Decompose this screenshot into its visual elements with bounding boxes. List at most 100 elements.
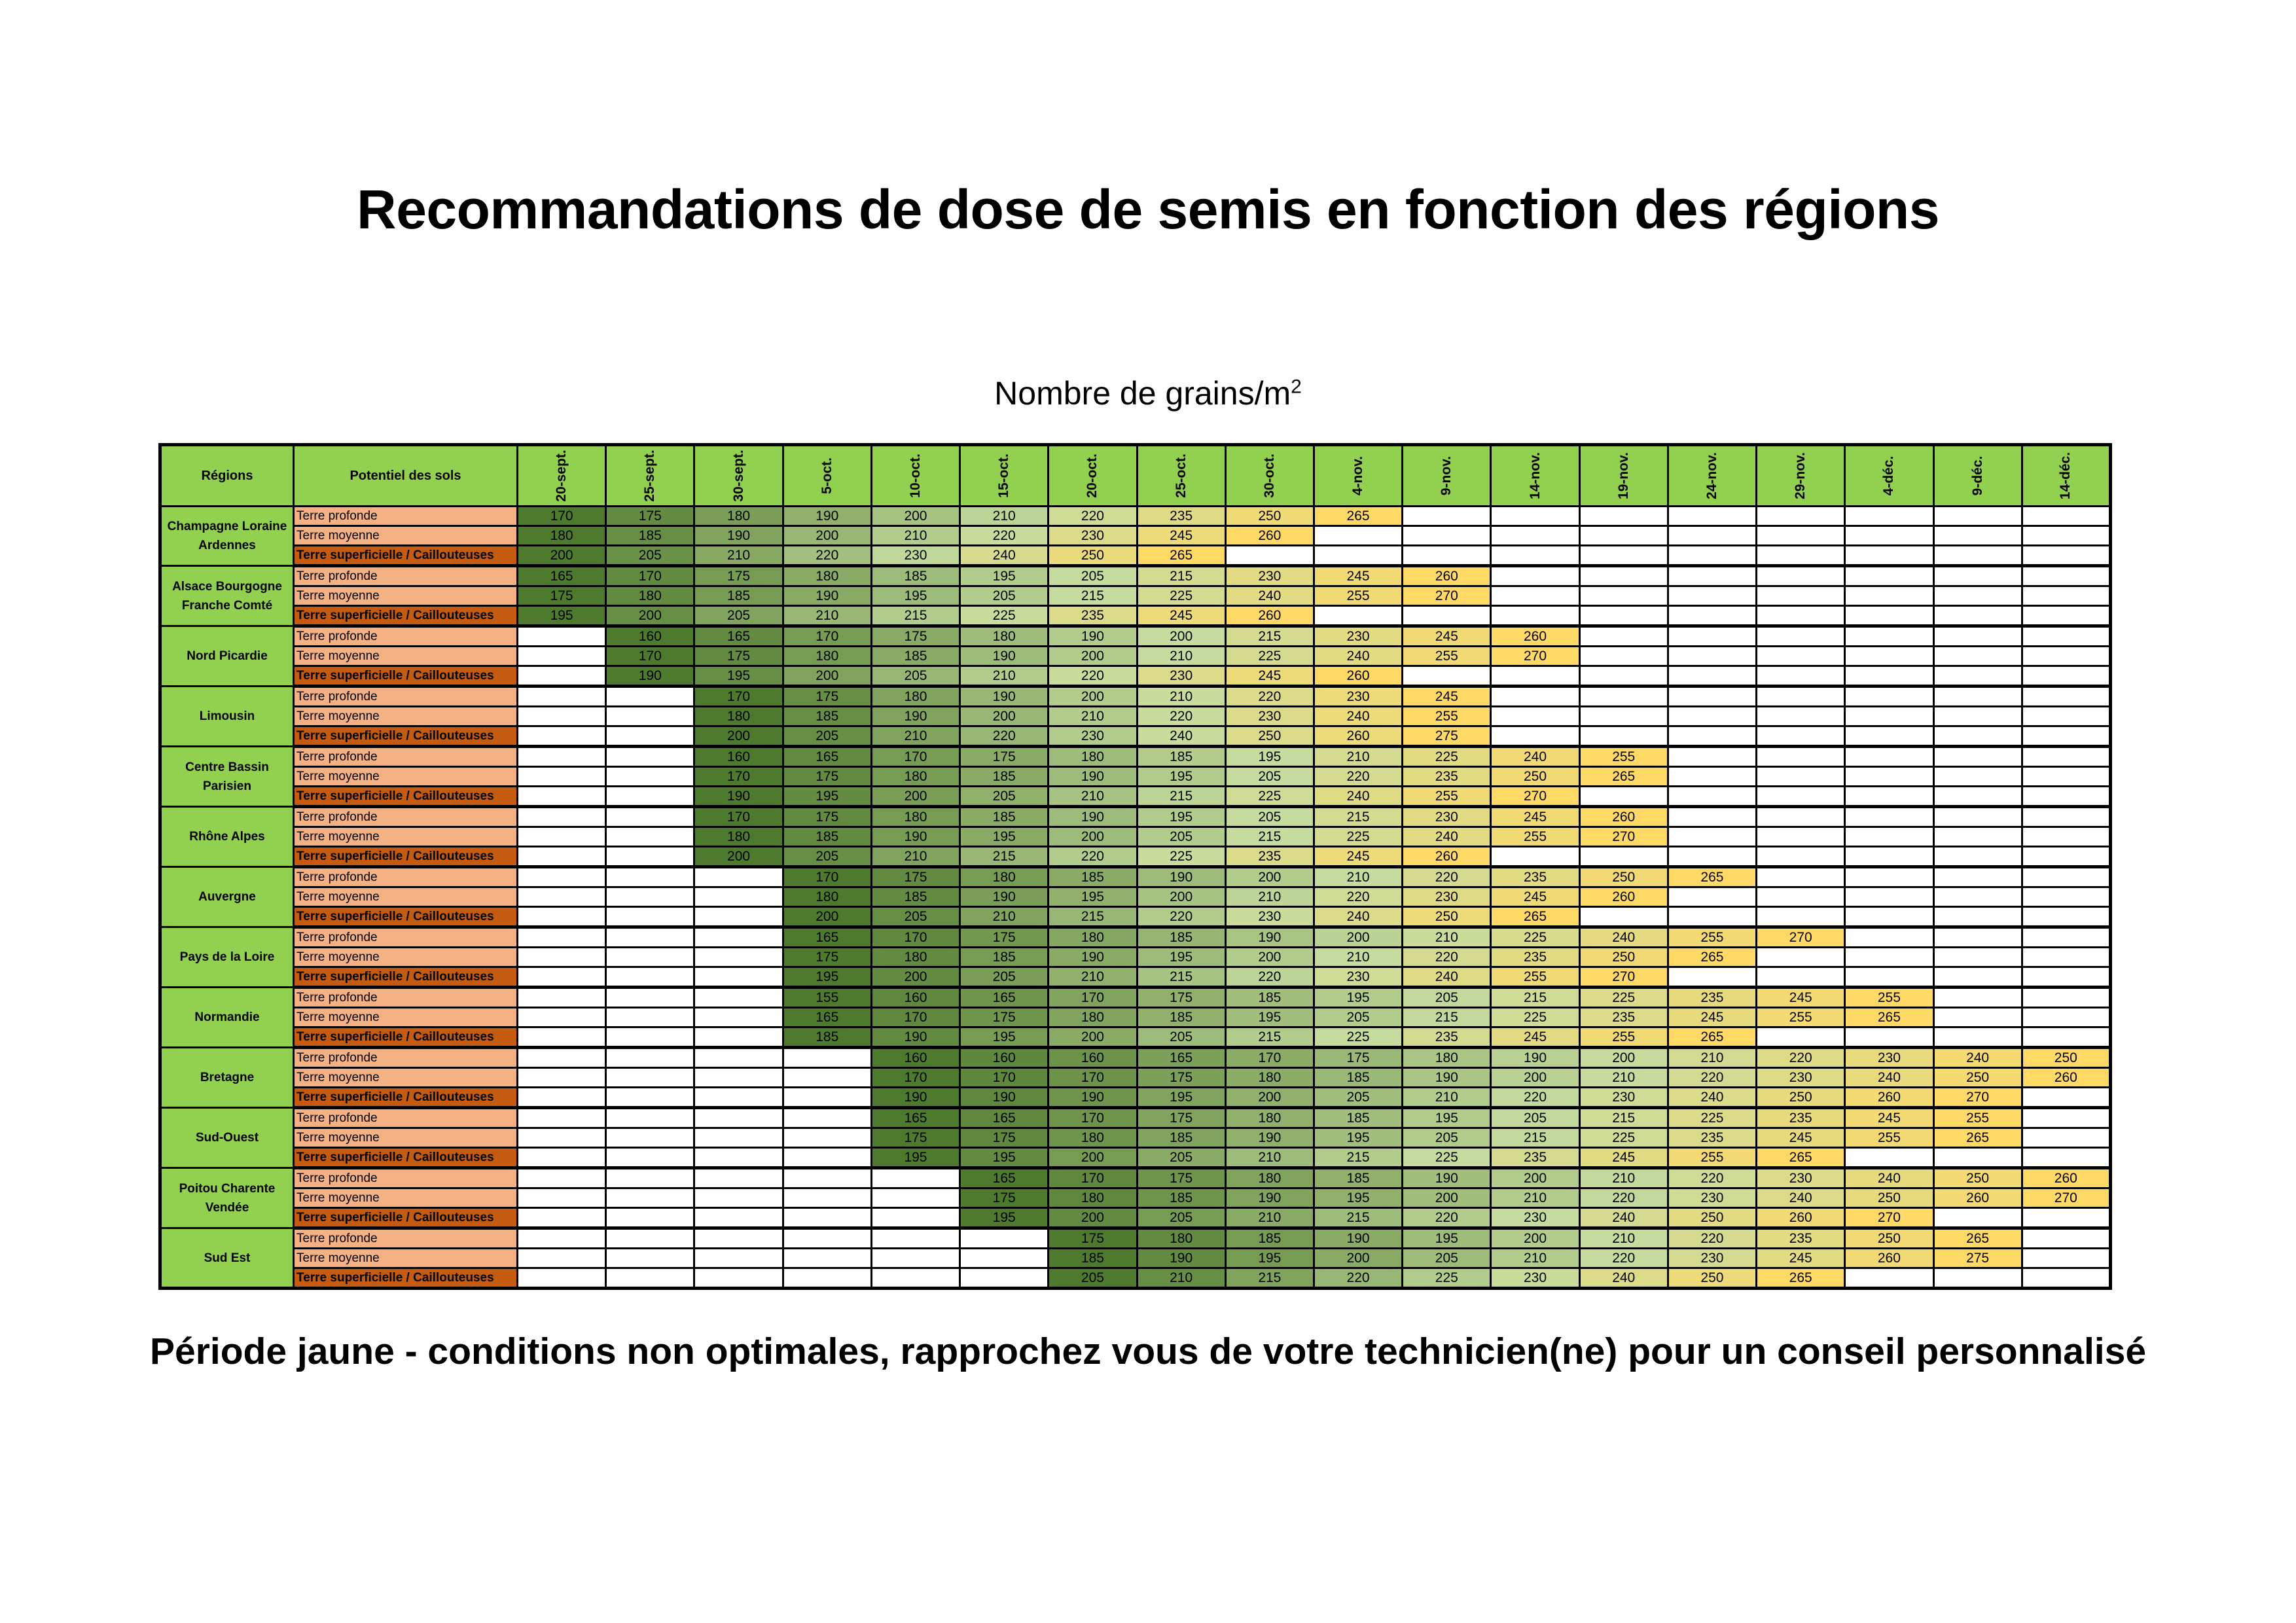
dose-cell [1666, 846, 1758, 868]
dose-cell: 165 [516, 565, 607, 587]
dose-cell [605, 966, 696, 989]
dose-cell [1844, 906, 1935, 929]
dose-cell [516, 1167, 607, 1189]
table-row: Terre moyenne 175 180 185 190 195 200 210 220 235… [160, 946, 2111, 968]
dose-cell [781, 1187, 872, 1209]
dose-cell: 200 [516, 544, 607, 567]
soil-type: Terre profonde [293, 866, 518, 888]
dose-cell: 240 [1578, 926, 1669, 948]
dose-cell [1755, 1026, 1846, 1049]
dose-cell: 190 [1047, 625, 1138, 647]
dose-cell: 210 [1136, 645, 1227, 667]
header-date: 5-oct. [781, 444, 872, 507]
soil-type: Terre superficielle / Caillouteuses [293, 785, 518, 808]
soil-type: Terre moyenne [293, 705, 518, 727]
soil-type: Terre profonde [293, 1107, 518, 1129]
dose-cell: 270 [1401, 585, 1492, 607]
dose-cell: 245 [1490, 886, 1581, 908]
dose-cell: 185 [1136, 926, 1227, 948]
dose-cell: 170 [1047, 1067, 1138, 1088]
dose-cell: 260 [1224, 605, 1315, 628]
dose-cell [2020, 505, 2111, 527]
dose-cell: 170 [605, 565, 696, 587]
dose-cell: 265 [1755, 1267, 1846, 1290]
dose-cell: 220 [1490, 1086, 1581, 1109]
header-date-label: 10-oct. [907, 454, 923, 498]
dose-cell: 160 [870, 1046, 961, 1069]
dose-cell: 200 [693, 725, 784, 748]
dose-cell: 165 [781, 745, 872, 768]
dose-cell [1490, 585, 1581, 607]
dose-cell [2020, 906, 2111, 929]
dose-cell [1932, 525, 2023, 546]
soil-type: Terre superficielle / Caillouteuses [293, 1086, 518, 1109]
dose-cell: 195 [781, 785, 872, 808]
dose-cell: 215 [1490, 986, 1581, 1008]
header-date: 14-déc. [2020, 444, 2111, 507]
dose-cell: 185 [870, 886, 961, 908]
dose-cell [781, 1107, 872, 1129]
soil-type: Terre superficielle / Caillouteuses [293, 966, 518, 989]
dose-cell [1666, 826, 1758, 847]
region-name: Normandie [159, 986, 295, 1048]
table-row: Terre superficielle / Caillouteuses 200 20… [160, 846, 2111, 868]
dose-cell: 210 [1578, 1067, 1669, 1088]
dose-cell: 225 [1136, 846, 1227, 868]
dose-cell [693, 906, 784, 929]
dose-cell [781, 1127, 872, 1149]
dose-cell [1666, 966, 1758, 989]
header-date-label: 14-déc. [2058, 452, 2073, 500]
dose-cell: 160 [605, 625, 696, 647]
dose-cell: 170 [693, 806, 784, 828]
dose-cell [605, 1007, 696, 1028]
dose-cell: 185 [1312, 1107, 1404, 1129]
dose-cell: 255 [1401, 705, 1492, 727]
dose-cell: 210 [781, 605, 872, 628]
dose-cell: 175 [959, 1007, 1050, 1028]
dose-cell: 215 [1224, 1267, 1315, 1290]
soil-type: Terre moyenne [293, 1187, 518, 1209]
dose-cell: 210 [959, 906, 1050, 929]
dose-cell [605, 766, 696, 787]
dose-cell: 245 [1401, 685, 1492, 707]
dose-cell: 245 [1136, 605, 1227, 628]
dose-cell: 215 [1224, 1026, 1315, 1049]
dose-cell [2020, 725, 2111, 748]
dose-cell [1578, 685, 1669, 707]
dose-cell [693, 1067, 784, 1088]
dose-cell: 230 [1312, 625, 1404, 647]
table-row: Terre moyenne 180 185 190 200 210 220 230 245 260 [160, 525, 2111, 546]
dose-cell [1932, 966, 2023, 989]
dose-cell: 220 [1578, 1247, 1669, 1269]
dose-cell [1755, 886, 1846, 908]
dose-cell: 175 [959, 1127, 1050, 1149]
dose-cell [516, 1267, 607, 1290]
dose-cell [1312, 605, 1404, 628]
dose-cell: 180 [1224, 1167, 1315, 1189]
dose-cell: 225 [1490, 926, 1581, 948]
dose-cell: 190 [1136, 1247, 1227, 1269]
dose-cell: 245 [1755, 1127, 1846, 1149]
header-date: 10-oct. [870, 444, 961, 507]
dose-cell: 205 [959, 585, 1050, 607]
dose-cell: 235 [1666, 1127, 1758, 1149]
dose-cell: 200 [1578, 1046, 1669, 1069]
dose-cell: 195 [1312, 986, 1404, 1008]
dose-cell: 240 [959, 544, 1050, 567]
dose-cell [1666, 705, 1758, 727]
header-date-label: 14-nov. [1527, 452, 1543, 499]
dose-cell: 195 [516, 605, 607, 628]
dose-cell: 185 [693, 585, 784, 607]
dose-cell [1666, 665, 1758, 688]
header-regions: Régions [159, 444, 295, 507]
dose-cell [1578, 645, 1669, 667]
dose-cell: 250 [1666, 1267, 1758, 1290]
dose-cell [516, 1127, 607, 1149]
dose-cell [1844, 1147, 1935, 1169]
dose-cell [1755, 565, 1846, 587]
dose-cell: 205 [781, 846, 872, 868]
dose-cell: 195 [1312, 1187, 1404, 1209]
dose-cell: 195 [870, 585, 961, 607]
dose-cell [516, 1187, 607, 1209]
dose-cell: 260 [1224, 525, 1315, 546]
